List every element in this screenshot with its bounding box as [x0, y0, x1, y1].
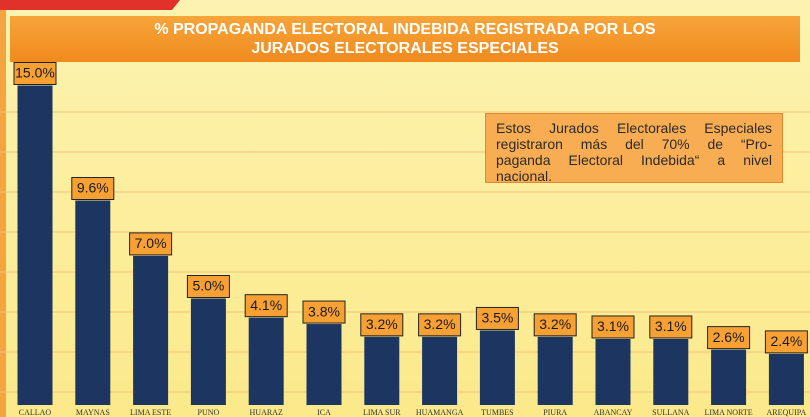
x-tick-label: ICA	[317, 408, 331, 417]
value-label: 15.0%	[15, 65, 55, 81]
value-label: 3.1%	[597, 318, 629, 334]
value-label: 7.0%	[135, 235, 167, 251]
bar	[768, 353, 804, 405]
bar	[248, 317, 284, 405]
x-tick-label: MAYNAS	[76, 408, 110, 417]
value-label: 3.1%	[655, 318, 687, 334]
value-label: 3.8%	[308, 303, 340, 319]
bar	[133, 255, 169, 405]
annotation: Estos Jurados Electorales Especiales regi…	[485, 113, 783, 184]
value-label-box	[360, 313, 404, 337]
bar	[479, 330, 515, 405]
bar	[595, 338, 631, 405]
x-tick-label: CALLAO	[19, 408, 52, 417]
value-label-box	[13, 62, 57, 85]
bar	[711, 349, 747, 405]
value-label-box	[707, 326, 751, 350]
value-label: 5.0%	[192, 278, 224, 294]
bar	[537, 336, 573, 405]
annotation-line: registraron más del 70% de “Pro-	[496, 136, 772, 152]
x-tick-label: LIMA NORTE	[705, 408, 753, 417]
x-tick-label: SULLANA	[652, 408, 690, 417]
bar	[306, 324, 342, 405]
annotation-line: paganda Electoral Indebida“ a nivel	[496, 152, 772, 168]
left-border	[0, 10, 6, 417]
value-label: 3.2%	[366, 316, 398, 332]
x-tick-label: LIMA ESTE	[130, 408, 171, 417]
annotation-line: nacional.	[496, 168, 553, 184]
x-tick-label: TUMBES	[481, 408, 513, 417]
bar	[17, 85, 53, 405]
bar	[190, 298, 226, 405]
annotation-line: Estos Jurados Electorales Especiales	[496, 120, 772, 136]
x-tick-label: PIURA	[543, 408, 567, 417]
value-label-box	[186, 275, 230, 298]
bar	[364, 336, 400, 405]
value-label-box	[649, 315, 693, 339]
value-label: 9.6%	[77, 180, 109, 196]
value-label-box	[591, 315, 635, 339]
value-label: 2.6%	[713, 329, 745, 345]
x-tick-label: AREQUIPA	[767, 408, 807, 417]
bar	[422, 336, 458, 405]
value-label: 3.2%	[424, 316, 456, 332]
value-label: 3.5%	[481, 310, 513, 326]
x-tick-label: HUAMANGA	[416, 408, 464, 417]
value-label: 2.4%	[770, 333, 802, 349]
bar	[653, 338, 689, 405]
value-label: 3.2%	[539, 316, 571, 332]
value-label-box	[475, 306, 519, 330]
chart-title: % PROPAGANDA ELECTORAL INDEBIDA REGISTRA…	[10, 16, 800, 62]
value-label-box	[244, 294, 288, 318]
value-label: 4.1%	[250, 297, 282, 313]
value-label-box	[418, 313, 462, 337]
x-tick-label: ABANCAY	[594, 408, 633, 417]
value-label-box	[533, 313, 577, 337]
bar	[75, 200, 111, 405]
value-label-box	[302, 300, 346, 324]
x-tick-label: PUNO	[198, 408, 220, 417]
value-label-box	[764, 330, 808, 354]
x-tick-label: HUARAZ	[250, 408, 283, 417]
value-label-box	[129, 232, 173, 256]
x-tick-label: LIMA SUR	[363, 408, 401, 417]
value-label-box	[71, 177, 115, 201]
decor-stripe	[0, 0, 180, 10]
